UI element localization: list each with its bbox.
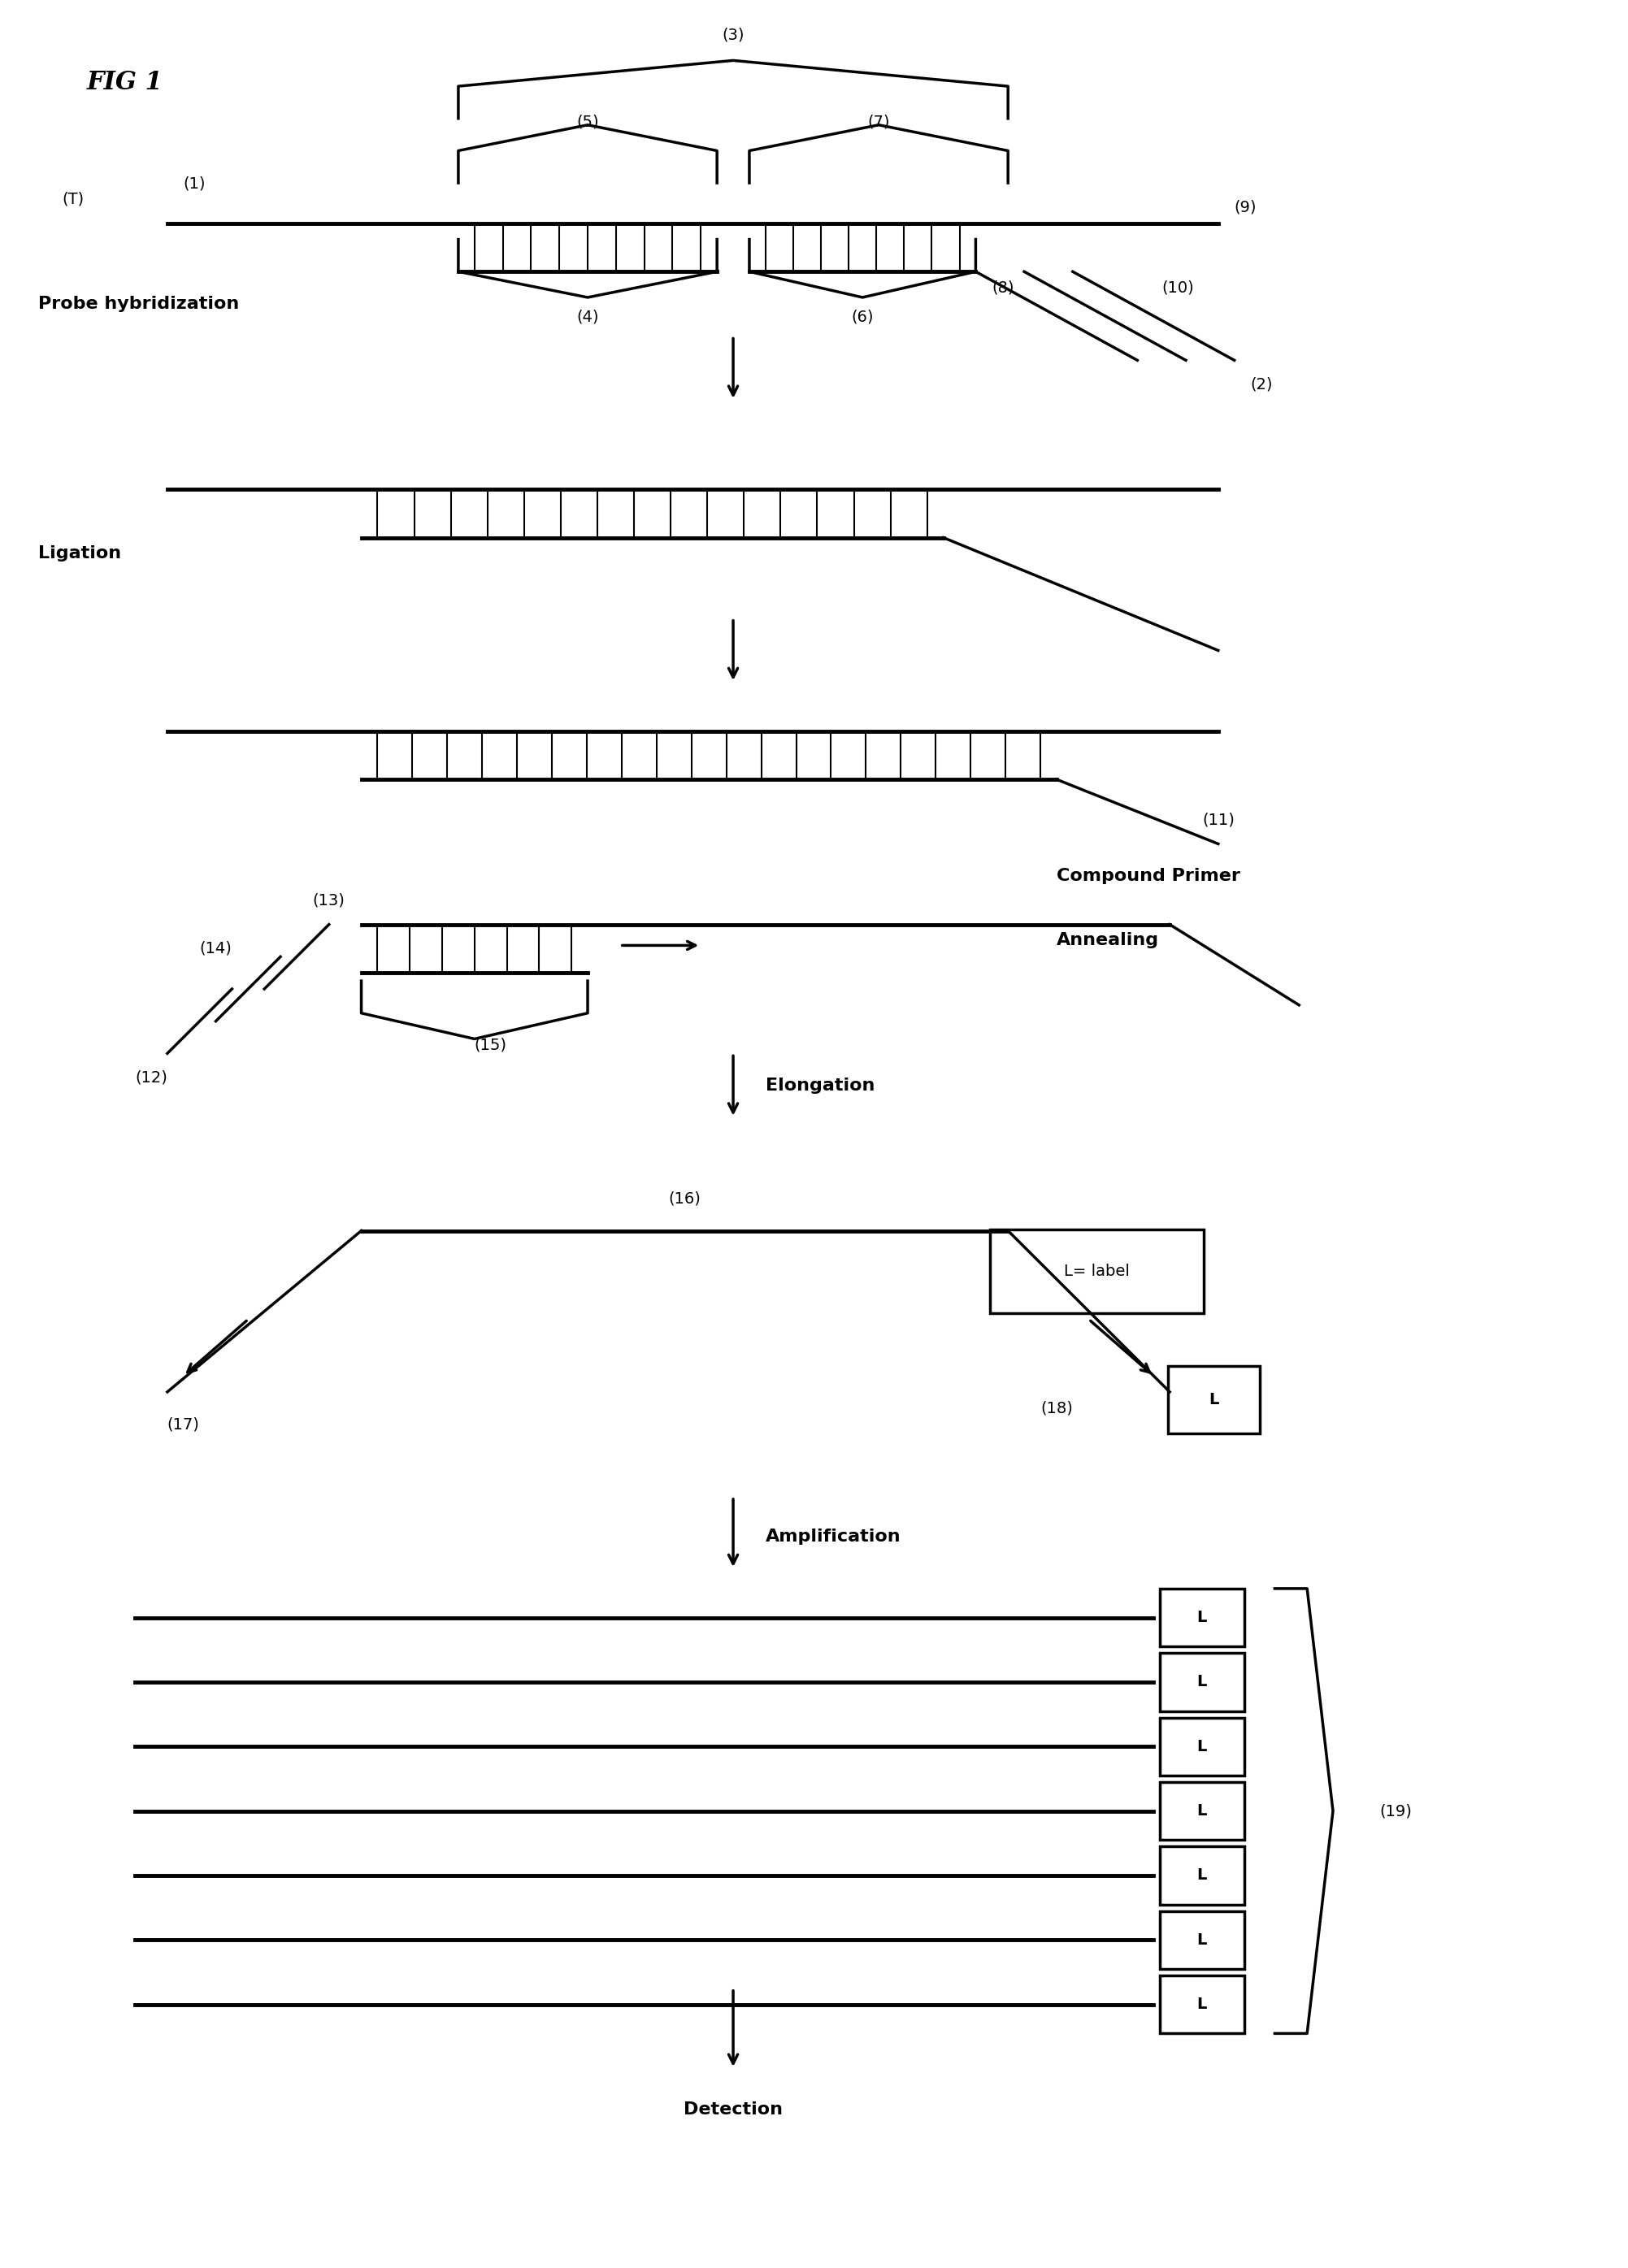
Text: (19): (19) xyxy=(1381,1803,1411,1819)
Text: (5): (5) xyxy=(576,113,599,129)
Text: L: L xyxy=(1197,1674,1206,1690)
FancyBboxPatch shape xyxy=(1161,1846,1244,1905)
Text: (18): (18) xyxy=(1040,1399,1073,1415)
Text: Elongation: Elongation xyxy=(765,1077,874,1093)
FancyBboxPatch shape xyxy=(1161,1717,1244,1776)
Text: Compound Primer: Compound Primer xyxy=(1057,869,1241,885)
FancyBboxPatch shape xyxy=(1167,1365,1260,1433)
Text: L: L xyxy=(1197,1869,1206,1882)
Text: (10): (10) xyxy=(1162,279,1193,295)
Text: (8): (8) xyxy=(991,279,1014,295)
Text: Detection: Detection xyxy=(684,2100,783,2118)
FancyBboxPatch shape xyxy=(1161,1653,1244,1710)
Text: (6): (6) xyxy=(851,308,874,324)
Text: (13): (13) xyxy=(313,894,345,907)
Text: (7): (7) xyxy=(868,113,891,129)
FancyBboxPatch shape xyxy=(1161,1588,1244,1647)
Text: L: L xyxy=(1197,1932,1206,1948)
Text: Ligation: Ligation xyxy=(37,547,120,562)
FancyBboxPatch shape xyxy=(1161,1975,1244,2034)
Text: (15): (15) xyxy=(474,1039,506,1052)
Text: L: L xyxy=(1197,1740,1206,1753)
Text: Annealing: Annealing xyxy=(1057,932,1159,948)
FancyBboxPatch shape xyxy=(990,1229,1203,1313)
Text: L: L xyxy=(1210,1393,1219,1408)
Text: (3): (3) xyxy=(721,27,744,43)
Text: (17): (17) xyxy=(168,1418,200,1431)
Text: (4): (4) xyxy=(576,308,599,324)
Text: (16): (16) xyxy=(669,1191,702,1207)
Text: L: L xyxy=(1197,1996,1206,2012)
Text: (T): (T) xyxy=(62,191,85,206)
Text: Probe hybridization: Probe hybridization xyxy=(37,295,239,313)
Text: (11): (11) xyxy=(1201,812,1234,828)
FancyBboxPatch shape xyxy=(1161,1783,1244,1839)
Text: (12): (12) xyxy=(135,1070,168,1086)
Text: L: L xyxy=(1197,1803,1206,1819)
Text: FIG 1: FIG 1 xyxy=(86,70,163,95)
Text: L: L xyxy=(1197,1610,1206,1626)
Text: (9): (9) xyxy=(1234,200,1257,215)
Text: Amplification: Amplification xyxy=(765,1529,900,1545)
Text: (14): (14) xyxy=(200,941,231,957)
FancyBboxPatch shape xyxy=(1161,1912,1244,1969)
Text: L= label: L= label xyxy=(1065,1263,1130,1279)
Text: (2): (2) xyxy=(1250,376,1273,392)
Text: (1): (1) xyxy=(184,175,205,191)
